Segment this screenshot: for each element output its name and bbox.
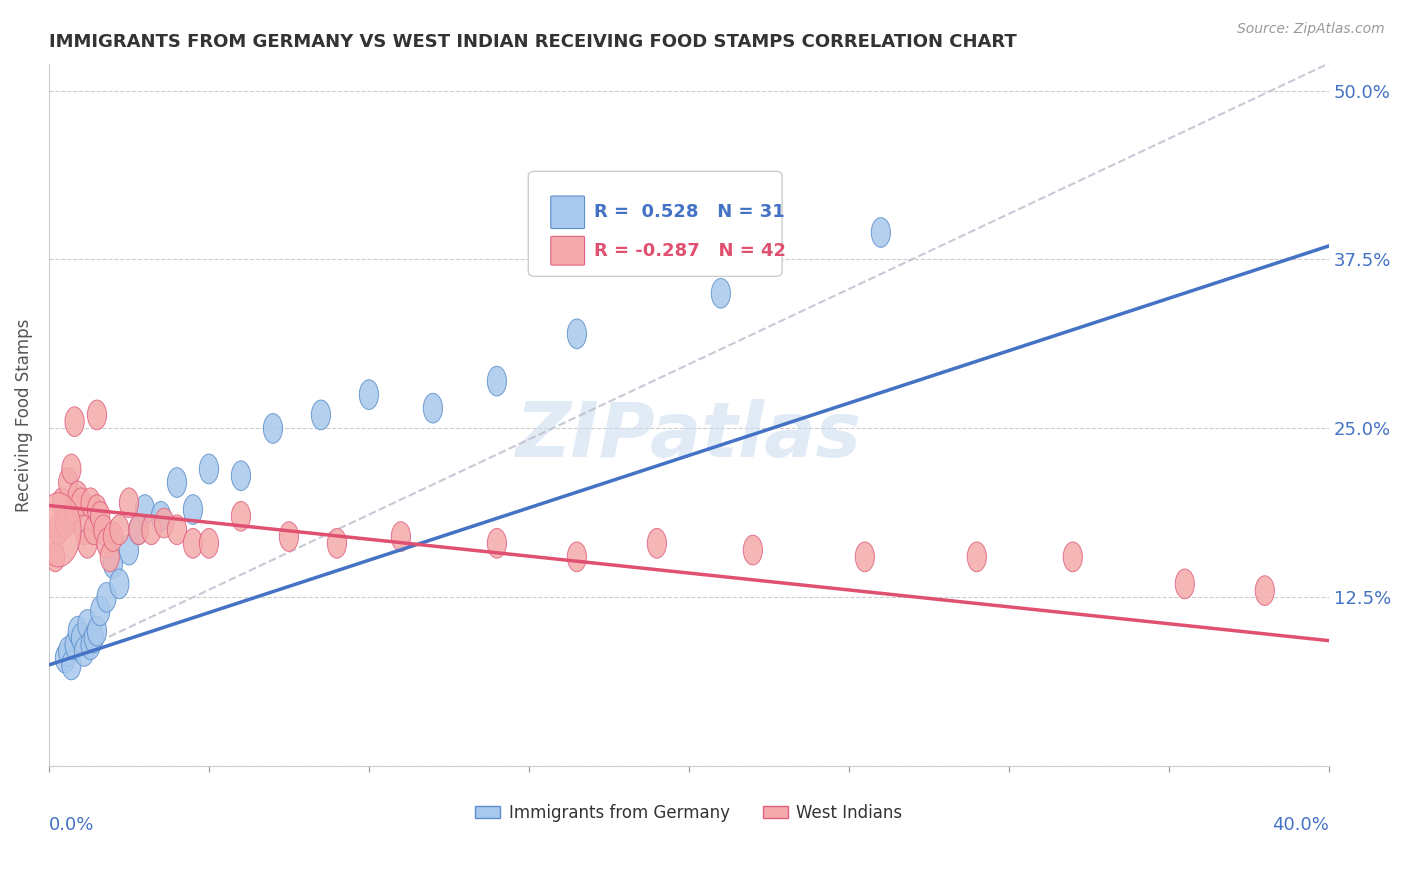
Ellipse shape (129, 515, 148, 545)
Ellipse shape (232, 501, 250, 531)
Ellipse shape (62, 650, 82, 680)
Ellipse shape (72, 623, 90, 653)
Ellipse shape (59, 467, 77, 498)
Ellipse shape (872, 218, 890, 247)
Ellipse shape (120, 535, 139, 565)
Text: ZIPatlas: ZIPatlas (516, 399, 862, 473)
Ellipse shape (65, 495, 84, 524)
Ellipse shape (77, 609, 97, 640)
Y-axis label: Receiving Food Stamps: Receiving Food Stamps (15, 318, 32, 512)
Ellipse shape (82, 630, 100, 659)
Text: R =  0.528   N = 31: R = 0.528 N = 31 (595, 203, 785, 221)
Ellipse shape (75, 637, 94, 666)
Ellipse shape (110, 515, 129, 545)
Ellipse shape (263, 414, 283, 443)
Ellipse shape (1256, 575, 1274, 606)
Ellipse shape (155, 508, 174, 538)
Ellipse shape (67, 616, 87, 646)
Ellipse shape (62, 454, 82, 483)
Ellipse shape (200, 528, 218, 558)
Ellipse shape (94, 515, 112, 545)
Ellipse shape (104, 522, 122, 551)
Ellipse shape (1175, 569, 1194, 599)
Ellipse shape (711, 278, 731, 308)
Ellipse shape (104, 549, 122, 578)
Ellipse shape (120, 488, 139, 517)
Ellipse shape (567, 319, 586, 349)
Ellipse shape (84, 515, 104, 545)
Ellipse shape (183, 495, 202, 524)
Ellipse shape (90, 596, 110, 626)
Text: Source: ZipAtlas.com: Source: ZipAtlas.com (1237, 22, 1385, 37)
Ellipse shape (55, 508, 75, 538)
Ellipse shape (65, 630, 84, 659)
Ellipse shape (87, 495, 107, 524)
Ellipse shape (488, 528, 506, 558)
Ellipse shape (135, 495, 155, 524)
Ellipse shape (110, 569, 129, 599)
Text: 40.0%: 40.0% (1272, 815, 1329, 833)
Ellipse shape (97, 528, 117, 558)
Ellipse shape (967, 542, 987, 572)
Ellipse shape (152, 501, 170, 531)
Ellipse shape (72, 488, 90, 517)
Ellipse shape (87, 400, 107, 430)
Ellipse shape (55, 643, 75, 673)
Ellipse shape (167, 515, 187, 545)
Ellipse shape (67, 481, 87, 511)
Ellipse shape (142, 515, 160, 545)
Ellipse shape (75, 515, 94, 545)
Ellipse shape (200, 454, 218, 483)
Ellipse shape (52, 488, 72, 517)
Ellipse shape (167, 467, 187, 498)
Ellipse shape (488, 367, 506, 396)
Text: R = -0.287   N = 42: R = -0.287 N = 42 (595, 242, 786, 260)
Ellipse shape (87, 616, 107, 646)
Ellipse shape (647, 528, 666, 558)
Ellipse shape (129, 515, 148, 545)
Text: IMMIGRANTS FROM GERMANY VS WEST INDIAN RECEIVING FOOD STAMPS CORRELATION CHART: IMMIGRANTS FROM GERMANY VS WEST INDIAN R… (49, 33, 1017, 51)
Ellipse shape (232, 461, 250, 491)
Ellipse shape (280, 522, 298, 551)
Ellipse shape (49, 515, 67, 545)
Ellipse shape (567, 542, 586, 572)
Ellipse shape (84, 623, 104, 653)
Ellipse shape (100, 542, 120, 572)
Ellipse shape (183, 528, 202, 558)
Ellipse shape (46, 542, 65, 572)
Ellipse shape (90, 501, 110, 531)
Ellipse shape (97, 582, 117, 612)
Ellipse shape (77, 528, 97, 558)
Ellipse shape (328, 528, 346, 558)
Legend: Immigrants from Germany, West Indians: Immigrants from Germany, West Indians (468, 797, 910, 829)
Text: 0.0%: 0.0% (49, 815, 94, 833)
Ellipse shape (311, 400, 330, 430)
Ellipse shape (855, 542, 875, 572)
Ellipse shape (744, 535, 762, 565)
Ellipse shape (423, 393, 443, 423)
Ellipse shape (59, 637, 77, 666)
Ellipse shape (1063, 542, 1083, 572)
Ellipse shape (360, 380, 378, 409)
Ellipse shape (82, 488, 100, 517)
Ellipse shape (65, 407, 84, 436)
Ellipse shape (37, 492, 82, 567)
Ellipse shape (391, 522, 411, 551)
